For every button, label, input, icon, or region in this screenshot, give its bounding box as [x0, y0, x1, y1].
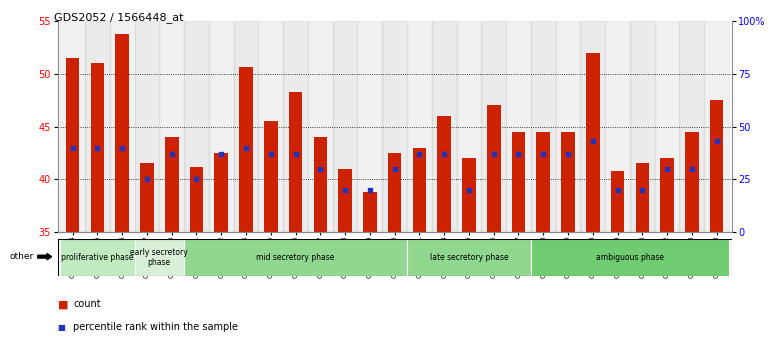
Bar	[239, 67, 253, 232]
Bar	[382, 21, 407, 232]
Bar	[432, 21, 457, 232]
Bar	[531, 21, 556, 232]
Bar	[85, 21, 110, 232]
Bar	[586, 53, 600, 232]
Bar	[209, 21, 233, 232]
Bar	[333, 21, 357, 232]
Bar	[481, 21, 506, 232]
Bar	[611, 171, 624, 232]
Text: ■: ■	[58, 323, 65, 332]
Bar	[685, 132, 698, 232]
Text: ■: ■	[58, 299, 69, 309]
Bar	[159, 21, 184, 232]
Bar	[65, 58, 79, 232]
Text: late secretory phase: late secretory phase	[430, 253, 508, 262]
Bar	[184, 239, 407, 276]
Text: GDS2052 / 1566448_at: GDS2052 / 1566448_at	[54, 12, 183, 23]
Bar	[110, 21, 135, 232]
Bar	[531, 239, 729, 276]
Bar	[462, 158, 476, 232]
Bar	[511, 132, 525, 232]
Bar	[407, 21, 432, 232]
Text: count: count	[73, 299, 101, 309]
Bar	[654, 21, 679, 232]
Bar	[338, 169, 352, 232]
Bar	[91, 63, 104, 232]
Bar	[581, 21, 605, 232]
Bar	[630, 21, 654, 232]
Bar	[184, 21, 209, 232]
Text: early secretory
phase: early secretory phase	[130, 248, 188, 267]
Bar	[457, 21, 481, 232]
Text: percentile rank within the sample: percentile rank within the sample	[73, 322, 238, 332]
Bar	[556, 21, 581, 232]
Bar	[561, 132, 575, 232]
Text: ambiguous phase: ambiguous phase	[596, 253, 664, 262]
Bar	[264, 121, 278, 232]
Bar	[259, 21, 283, 232]
Text: mid secretory phase: mid secretory phase	[256, 253, 335, 262]
Bar	[313, 137, 327, 232]
Bar	[710, 100, 724, 232]
Bar	[661, 158, 674, 232]
Bar	[437, 116, 451, 232]
Bar	[140, 164, 154, 232]
Bar	[289, 92, 303, 232]
Bar	[135, 21, 159, 232]
Text: other: other	[9, 252, 33, 261]
Bar	[407, 239, 531, 276]
Bar	[635, 164, 649, 232]
Bar	[60, 21, 85, 232]
Bar	[679, 21, 705, 232]
Text: proliferative phase: proliferative phase	[61, 253, 134, 262]
Bar	[135, 239, 184, 276]
Bar	[116, 34, 129, 232]
Bar	[233, 21, 259, 232]
Bar	[705, 21, 729, 232]
Bar	[283, 21, 308, 232]
Bar	[357, 21, 382, 232]
Bar	[308, 21, 333, 232]
Bar	[537, 132, 550, 232]
Bar	[214, 153, 228, 232]
Bar	[413, 148, 427, 232]
Bar	[605, 21, 630, 232]
Bar	[165, 137, 179, 232]
Bar	[388, 153, 401, 232]
Bar	[506, 21, 531, 232]
Bar	[363, 192, 377, 232]
Bar	[60, 239, 135, 276]
Bar	[189, 167, 203, 232]
Bar	[487, 105, 500, 232]
